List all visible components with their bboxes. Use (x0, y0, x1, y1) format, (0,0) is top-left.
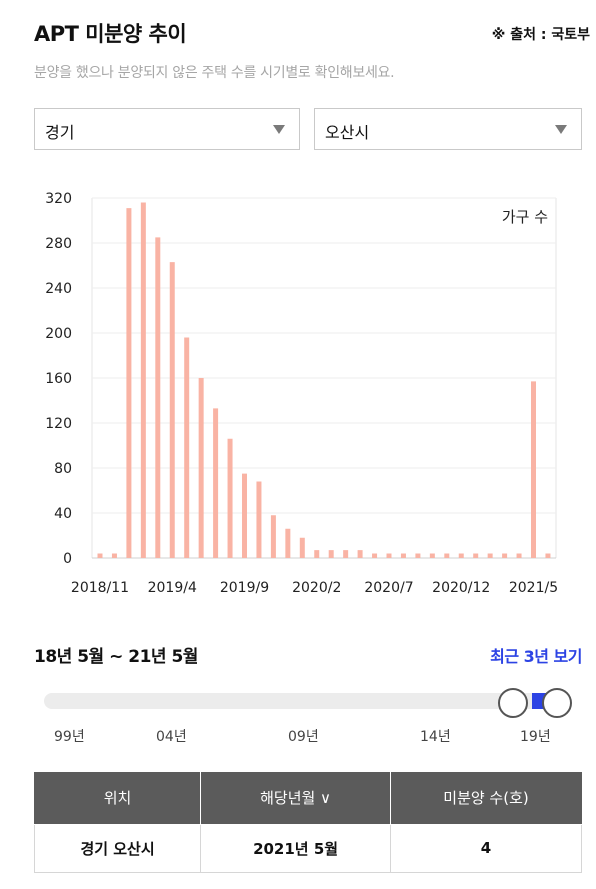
region-select[interactable]: 경기 (34, 108, 300, 150)
x-tick-label: 2021/5 (509, 580, 558, 596)
cell-period: 2021년 5월 (200, 823, 392, 873)
x-tick-label: 2019/9 (220, 580, 269, 596)
table-row: 경기 오산시 2021년 5월 4 (33, 823, 582, 873)
bar (299, 537, 305, 558)
city-select[interactable]: 오산시 (314, 108, 582, 150)
bar (545, 553, 551, 558)
bar (270, 515, 276, 558)
y-tick-label: 320 (45, 191, 72, 207)
bar (400, 553, 406, 558)
range-row: 18년 5월 ~ 21년 5월 최근 3년 보기 (34, 642, 582, 668)
slider-tick-label: 99년 (54, 729, 85, 745)
bar (126, 208, 132, 558)
bar (256, 481, 262, 558)
y-tick-label: 0 (63, 551, 72, 567)
bar (242, 473, 247, 558)
bar (502, 553, 508, 558)
y-tick-label: 200 (45, 326, 72, 342)
unsold-apt-bar-chart: 0 40 80 120 160 200 240 280 320 2018/11 2019/4 2019… (45, 191, 558, 596)
bar (458, 553, 464, 558)
bar (415, 553, 421, 558)
slider-start-handle[interactable] (498, 688, 528, 718)
bar (155, 237, 161, 558)
bar (285, 528, 291, 558)
bar (473, 553, 479, 558)
slider-tick-label: 19년 (520, 729, 551, 745)
x-tick-label: 2018/11 (71, 580, 129, 596)
x-tick-label: 2020/12 (432, 580, 490, 596)
region-select-value: 경기 (45, 123, 75, 142)
chevron-down-icon (273, 125, 285, 134)
period-range-slider[interactable] (44, 688, 574, 718)
bar (343, 550, 349, 558)
y-tick-label: 40 (54, 506, 72, 522)
slider-track[interactable] (44, 693, 544, 709)
x-tick-label: 2019/4 (148, 580, 197, 596)
bar (314, 550, 320, 558)
bar (531, 381, 536, 558)
page-subtitle: 분양을 했으나 분양되지 않은 주택 수를 시기별로 확인해보세요. (34, 65, 395, 81)
bar (198, 378, 204, 558)
y-tick-label: 120 (45, 416, 72, 432)
source-note: ※ 출처 : 국토부 (491, 27, 590, 43)
chevron-down-icon (555, 125, 567, 134)
slider-end-handle[interactable] (542, 688, 572, 718)
cell-unsold-count: 4 (390, 823, 582, 873)
city-select-value: 오산시 (325, 123, 370, 142)
bar (227, 438, 233, 558)
unit-label: 가구 수 (502, 208, 548, 226)
column-header-unsold-count: 미분양 수(호) (390, 772, 582, 825)
bar (97, 553, 103, 558)
page-title: APT 미분양 추이 (34, 22, 187, 46)
slider-tick-label: 14년 (420, 729, 451, 745)
y-tick-label: 280 (45, 236, 72, 252)
y-tick-label: 160 (45, 371, 72, 387)
bar (444, 553, 450, 558)
result-table: 위치 해당년월 ∨ 미분양 수(호) 경기 오산시 2021년 5월 4 (33, 772, 582, 873)
bar (429, 553, 435, 558)
header: APT 미분양 추이 ※ 출처 : 국토부 (34, 18, 590, 48)
bar (184, 337, 190, 558)
bar (357, 550, 363, 558)
slider-tick-label: 04년 (156, 729, 187, 745)
bar (111, 553, 117, 558)
bar (372, 553, 378, 558)
bar (169, 262, 175, 558)
bar (140, 202, 146, 558)
bar (516, 553, 522, 558)
column-header-location: 위치 (33, 772, 202, 825)
range-label: 18년 5월 ~ 21년 5월 (34, 647, 198, 667)
bar (213, 408, 219, 558)
x-tick-label: 2020/7 (364, 580, 413, 596)
cell-location: 경기 오산시 (33, 823, 202, 873)
bar (487, 553, 493, 558)
slider-tick-labels: 99년 04년 09년 14년 19년 (0, 726, 596, 746)
recent-3-years-link[interactable]: 최근 3년 보기 (490, 647, 582, 666)
slider-tick-label: 09년 (288, 729, 319, 745)
bar (386, 553, 392, 558)
column-header-period[interactable]: 해당년월 ∨ (200, 772, 392, 825)
table-header-row: 위치 해당년월 ∨ 미분양 수(호) (33, 772, 582, 825)
bar (328, 550, 334, 558)
y-tick-label: 80 (54, 461, 72, 477)
x-tick-label: 2020/2 (292, 580, 341, 596)
y-tick-label: 240 (45, 281, 72, 297)
